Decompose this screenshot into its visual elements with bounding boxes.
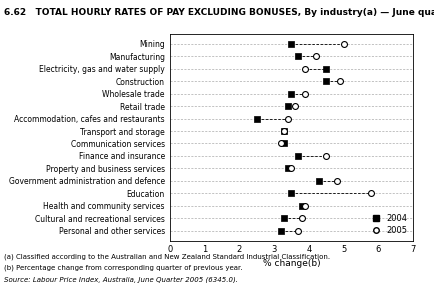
Point — [322, 154, 329, 158]
Point — [277, 141, 284, 146]
Point — [280, 216, 287, 220]
Legend: 2004, 2005: 2004, 2005 — [365, 213, 408, 236]
Point — [336, 79, 343, 83]
Text: Source: Labour Price Index, Australia, June Quarter 2005 (6345.0).: Source: Labour Price Index, Australia, J… — [4, 276, 238, 282]
Point — [280, 141, 287, 146]
Point — [294, 54, 301, 59]
Point — [322, 67, 329, 71]
Point — [284, 104, 291, 108]
Point — [301, 67, 308, 71]
Point — [277, 228, 284, 233]
Text: (a) Classified according to the Australian and New Zealand Standard Industrial C: (a) Classified according to the Australi… — [4, 253, 330, 260]
Point — [280, 129, 287, 133]
Point — [312, 54, 319, 59]
Point — [298, 216, 305, 220]
Point — [291, 104, 298, 108]
Text: (b) Percentage change from corresponding quarter of previous year.: (b) Percentage change from corresponding… — [4, 265, 242, 271]
Point — [287, 191, 294, 196]
Point — [284, 116, 291, 121]
X-axis label: % change(b): % change(b) — [262, 259, 319, 268]
Point — [284, 166, 291, 171]
Point — [315, 179, 322, 183]
Point — [280, 129, 287, 133]
Point — [301, 91, 308, 96]
Point — [287, 42, 294, 46]
Point — [294, 154, 301, 158]
Point — [287, 91, 294, 96]
Point — [301, 203, 308, 208]
Point — [332, 179, 339, 183]
Text: 6.62   TOTAL HOURLY RATES OF PAY EXCLUDING BONUSES, By industry(a) — June quarte: 6.62 TOTAL HOURLY RATES OF PAY EXCLUDING… — [4, 8, 434, 18]
Point — [339, 42, 346, 46]
Point — [253, 116, 260, 121]
Point — [367, 191, 374, 196]
Point — [287, 166, 294, 171]
Point — [294, 228, 301, 233]
Point — [322, 79, 329, 83]
Point — [298, 203, 305, 208]
